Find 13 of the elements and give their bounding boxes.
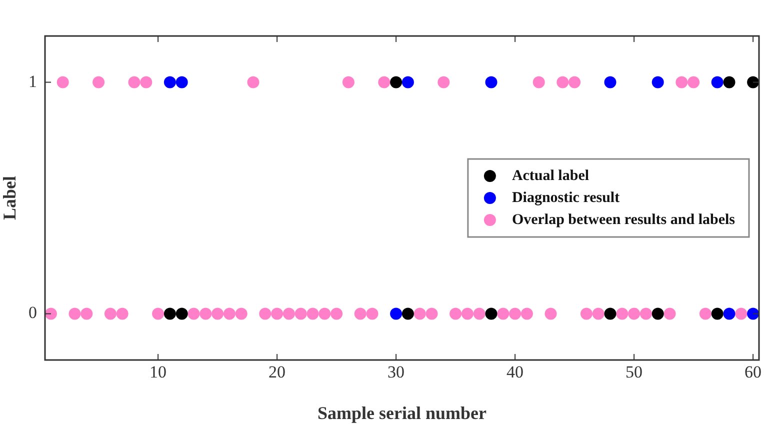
y-axis-title: Label: [0, 176, 20, 220]
legend-label: Diagnostic result: [512, 190, 620, 206]
x-axis-title: Sample serial number: [318, 402, 487, 423]
x-tick-label: 10: [150, 362, 167, 382]
x-tick-label: 50: [626, 362, 643, 382]
legend-label: Overlap between results and labels: [512, 212, 736, 228]
x-tick-label: 20: [268, 362, 286, 382]
y-tick-label: 1: [28, 72, 37, 91]
x-tick-label: 40: [506, 362, 524, 382]
x-tick-label: 30: [388, 362, 405, 382]
y-tick-label: 0: [28, 303, 37, 322]
legend-label: Actual label: [512, 168, 590, 184]
x-tick-label: 60: [744, 362, 762, 382]
